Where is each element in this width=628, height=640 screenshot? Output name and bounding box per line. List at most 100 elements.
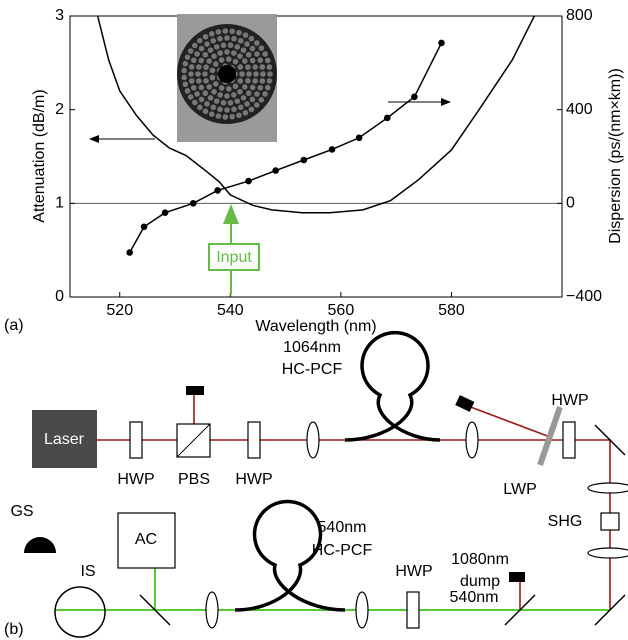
inset-hole [245, 64, 251, 70]
inset-hole [224, 107, 230, 113]
inset-hole [203, 108, 209, 114]
hwp-label: HWP [235, 471, 272, 488]
inset-hole [259, 45, 265, 51]
inset-hole [221, 42, 227, 48]
inset-hole [210, 68, 216, 74]
hwp-label: HWP [395, 563, 432, 580]
inset-hole [265, 85, 271, 91]
point [301, 157, 308, 164]
inset-hole [197, 38, 203, 44]
point [162, 209, 169, 216]
beam-dump [186, 386, 204, 395]
inset-hole [243, 32, 249, 38]
inset-hole [199, 58, 205, 64]
inset-hole [194, 51, 200, 57]
lens [588, 483, 628, 493]
inset-hole [244, 101, 250, 107]
inset-hole [217, 36, 223, 42]
inset-hole [260, 64, 266, 70]
lens [588, 548, 628, 558]
inset-hole [250, 85, 256, 91]
inset-hole [254, 102, 260, 108]
inset-hole [228, 42, 234, 48]
inset-hole [245, 78, 251, 84]
y-tick-label: 3 [55, 7, 64, 24]
inset-hole [189, 64, 195, 70]
inset-hole [260, 78, 266, 84]
inset-hole [196, 78, 202, 84]
inset-hole [267, 78, 273, 84]
inset-hole [199, 85, 205, 91]
inset-hole [233, 59, 239, 65]
inset-hole [231, 36, 237, 42]
inset-hole [217, 92, 223, 98]
lens [206, 592, 218, 628]
grating-spectrometer [24, 537, 56, 553]
figure: 5205405605800123−4000400800 (a) Waveleng… [0, 0, 628, 640]
inset-hole [237, 64, 243, 70]
inset-hole [224, 35, 230, 41]
point [190, 200, 197, 207]
inset-hole [237, 89, 243, 95]
plot-frame [70, 16, 562, 297]
inset-hole [236, 113, 242, 119]
y-tick-label: 1 [55, 195, 64, 212]
inset-hole [231, 50, 237, 56]
inset-hole [234, 44, 240, 50]
point [329, 146, 336, 153]
panel-label: (a) [4, 317, 24, 334]
inset-hole [244, 41, 250, 47]
pbs-label: PBS [178, 471, 210, 488]
inset-hole [197, 105, 203, 111]
waveplate [248, 422, 260, 458]
lwp-label: LWP [503, 481, 536, 498]
inset-core [218, 65, 236, 83]
inset-hole [189, 78, 195, 84]
inset-hole [219, 57, 225, 63]
inset-hole [253, 71, 259, 77]
inset-hole [210, 38, 216, 44]
inset-hole [185, 88, 191, 94]
point [384, 115, 391, 122]
series-line [130, 43, 442, 253]
fiber-1064 [345, 333, 440, 440]
hwp-label: HWP [117, 471, 154, 488]
inset-hole [195, 71, 201, 77]
inset-hole [246, 52, 252, 58]
inset-hole [208, 47, 214, 53]
y2-tick-label: 0 [566, 195, 575, 212]
inset-hole [262, 91, 268, 97]
x-tick-label: 540 [217, 302, 244, 319]
inset-hole [231, 92, 237, 98]
lens [466, 422, 478, 458]
inset-hole [214, 44, 220, 50]
beam-dump [509, 572, 525, 582]
inset-hole [246, 90, 252, 96]
waveplate [407, 592, 419, 628]
dump-label: 1080nm [451, 551, 509, 568]
inset-hole [249, 107, 255, 113]
inset-hole [206, 58, 212, 64]
inset-hole [216, 29, 222, 35]
inset-hole [238, 38, 244, 44]
inset-hole [262, 51, 268, 57]
inset-hole [211, 53, 217, 59]
inset-hole [243, 110, 249, 116]
inset-hole [241, 95, 247, 101]
inset-hole [260, 71, 266, 77]
laser-label: Laser [44, 431, 85, 448]
inset-hole [229, 114, 235, 120]
ac-label: AC [135, 531, 157, 548]
y-tick-label: 0 [55, 288, 64, 305]
inset-hole [213, 81, 219, 87]
inset-hole [241, 47, 247, 53]
inset-hole [188, 71, 194, 77]
inset-hole [252, 78, 258, 84]
inset-hole [249, 36, 255, 42]
inset-hole [204, 41, 210, 47]
inset-hole [246, 71, 252, 77]
inset-hole [203, 78, 209, 84]
inset-hole [233, 84, 239, 90]
shg-crystal [601, 513, 619, 530]
setup-diagram: Laser HWP PBS HWP 1064nm HC-PCF LWP HWP … [4, 333, 628, 639]
